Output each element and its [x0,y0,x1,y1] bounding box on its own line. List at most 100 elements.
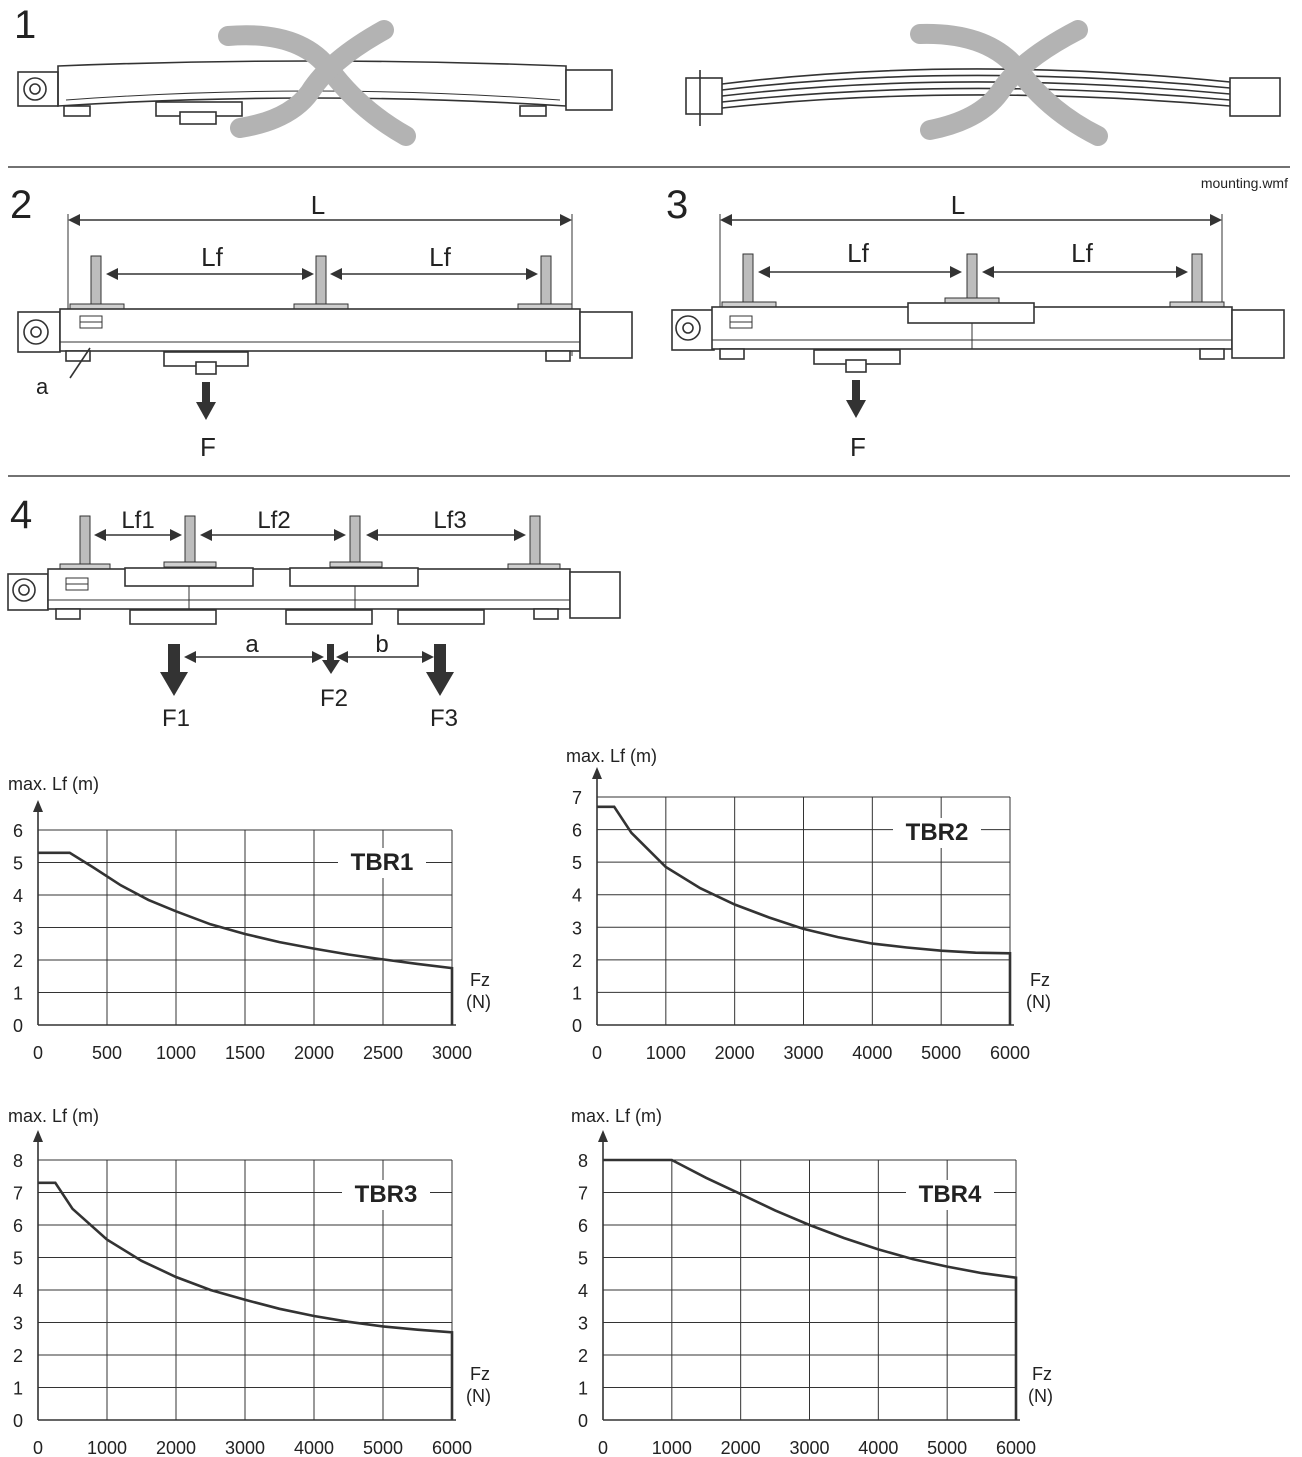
chart-title: TBR1 [351,849,414,876]
y-tick-label: 6 [572,821,582,841]
y-tick-label: 7 [572,788,582,808]
x-tick-label: 4000 [858,1438,898,1457]
x-tick-label: 2000 [721,1438,761,1457]
section-number-3: 3 [666,183,688,227]
series-line-tbr1 [38,851,454,1025]
section-number-2: 2 [10,183,32,227]
y-axis-label: max. Lf (m) [8,774,99,794]
x-axis-label: Fz [470,1364,490,1384]
x-tick-label: 1000 [652,1438,692,1457]
chart-title: TBR3 [355,1181,418,1208]
y-tick-label: 8 [13,1151,23,1171]
x-tick-label: 4000 [294,1438,334,1457]
x-tick-label: 0 [33,1043,43,1063]
x-tick-label: 1000 [156,1043,196,1063]
cross-mark-right [910,20,1108,146]
x-tick-label: 2000 [294,1043,334,1063]
y-axis-label: max. Lf (m) [566,746,657,766]
y-tick-label: 0 [13,1016,23,1036]
x-tick-label: 6000 [990,1043,1030,1063]
y-tick-label: 8 [578,1151,588,1171]
mounting-diagram: 1 2 mounting.wmf L [7,3,1290,732]
y-tick-label: 3 [13,1314,23,1334]
x-axis-unit: (N) [1026,992,1051,1012]
force-F3: F3 [430,705,458,732]
y-tick-label: 3 [13,919,23,939]
y-tick-label: 7 [578,1184,588,1204]
y-tick-label: 3 [572,918,582,938]
y-tick-label: 7 [13,1184,23,1204]
dim-L-3: L [951,190,965,220]
dim-Lf3: Lf3 [433,507,466,534]
dim-Lf-right: Lf [429,242,451,272]
y-tick-label: 4 [572,886,582,906]
dist-a: a [245,631,259,658]
y-axis-label: max. Lf (m) [571,1106,662,1126]
y-tick-label: 5 [578,1249,588,1269]
x-tick-label: 5000 [927,1438,967,1457]
x-tick-label: 0 [592,1043,602,1063]
x-tick-label: 0 [598,1438,608,1457]
x-tick-label: 5000 [921,1043,961,1063]
chart-title-background [342,1180,430,1210]
y-tick-label: 1 [578,1379,588,1399]
chart-title: TBR4 [919,1181,982,1208]
dim-Lf-left: Lf [201,242,223,272]
force-F2: F2 [320,685,348,712]
y-axis-arrow [592,767,602,779]
x-tick-label: 3000 [225,1438,265,1457]
dim-Lf1: Lf1 [121,507,154,534]
y-tick-label: 3 [578,1314,588,1334]
dim-Lf2: Lf2 [257,507,290,534]
section-number-4: 4 [10,493,32,537]
x-tick-label: 3000 [783,1043,823,1063]
section-number-1: 1 [14,3,36,47]
y-tick-label: 1 [13,984,23,1004]
x-tick-label: 5000 [363,1438,403,1457]
force-F-3: F [850,432,866,462]
series-line-tbr4 [603,1158,1018,1420]
x-tick-label: 1000 [87,1438,127,1457]
y-axis-label: max. Lf (m) [8,1106,99,1126]
y-axis-arrow [598,1130,608,1142]
y-tick-label: 4 [13,886,23,906]
bent-belt-unit [685,68,1281,126]
series-line-tbr3 [38,1181,454,1420]
x-tick-label: 500 [92,1043,122,1063]
y-tick-label: 1 [572,983,582,1003]
x-tick-label: 3000 [789,1438,829,1457]
dim-Lf-right-3: Lf [1071,238,1093,268]
x-axis-unit: (N) [466,992,491,1012]
x-tick-label: 1500 [225,1043,265,1063]
y-tick-label: 4 [13,1281,23,1301]
x-tick-label: 1000 [646,1043,686,1063]
y-tick-label: 5 [13,854,23,874]
chart-title-background [893,818,981,848]
y-tick-label: 5 [572,853,582,873]
dist-b: b [375,631,388,658]
y-tick-label: 6 [13,1216,23,1236]
y-axis-arrow [33,800,43,812]
chart-title: TBR2 [906,819,969,846]
force-F-2: F [200,432,216,462]
x-axis-label: Fz [1030,970,1050,990]
x-tick-label: 2000 [156,1438,196,1457]
x-axis-label: Fz [470,970,490,990]
x-axis-label: Fz [1032,1364,1052,1384]
x-tick-label: 3000 [432,1043,472,1063]
y-tick-label: 2 [13,1346,23,1366]
y-tick-label: 1 [13,1379,23,1399]
y-tick-label: 0 [578,1411,588,1431]
cross-mark-left [218,20,416,146]
y-tick-label: 2 [572,951,582,971]
rail-unit-2: L Lf Lf a F [17,190,633,462]
mounting-file-label: mounting.wmf [1201,175,1288,191]
y-tick-label: 4 [578,1281,588,1301]
x-axis-unit: (N) [1028,1386,1053,1406]
x-tick-label: 6000 [996,1438,1036,1457]
force-F1: F1 [162,705,190,732]
x-tick-label: 2500 [363,1043,403,1063]
dim-L: L [311,190,325,220]
y-axis-arrow [33,1130,43,1142]
